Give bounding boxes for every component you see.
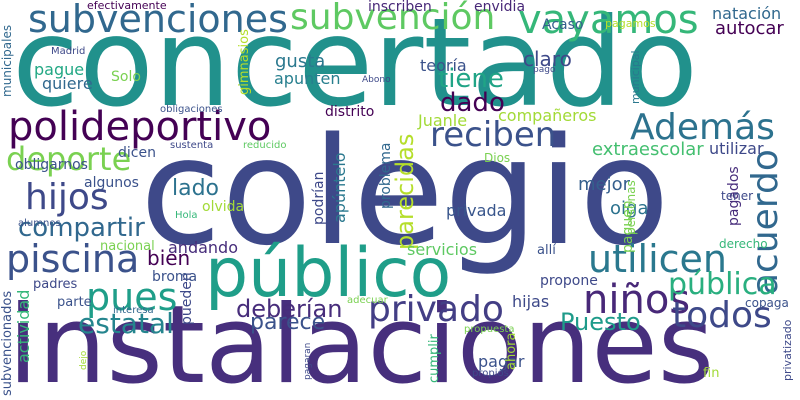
cloud-word: distrito <box>325 104 375 120</box>
cloud-word: fin <box>703 366 720 381</box>
cloud-word: utilizar <box>709 139 764 158</box>
cloud-word: dicen <box>118 145 156 161</box>
cloud-word: piscina <box>6 237 140 281</box>
cloud-word: efectivamente <box>87 0 167 12</box>
cloud-word: algunos <box>84 175 139 191</box>
cloud-word: propuesta <box>464 324 515 335</box>
cloud-word: pagaran <box>303 342 313 380</box>
cloud-word: niños <box>583 277 691 323</box>
cloud-word: reciben <box>430 115 557 155</box>
cloud-word: subvenciones <box>28 0 288 41</box>
cloud-word: colegio <box>140 106 670 278</box>
cloud-word: parte <box>57 295 92 310</box>
cloud-word: todos <box>672 295 772 336</box>
cloud-word: andando <box>168 238 238 257</box>
cloud-word: problema <box>378 142 394 209</box>
cloud-word: pago <box>533 65 556 75</box>
cloud-word: parece <box>250 310 326 335</box>
cloud-word: Abono <box>362 75 391 85</box>
cloud-word: actividad <box>14 289 33 363</box>
cloud-word: deberían <box>236 295 343 323</box>
cloud-word: privada <box>446 201 507 220</box>
cloud-word: reducido <box>243 140 287 151</box>
cloud-word: gusta <box>275 51 326 72</box>
cloud-word: copaga <box>745 296 789 310</box>
cloud-word: lado <box>172 176 220 201</box>
cloud-word: envidia <box>474 0 526 15</box>
cloud-word: concertado <box>12 0 699 134</box>
cloud-word: tiene <box>438 64 504 94</box>
cloud-word: inscriben <box>368 0 432 15</box>
cloud-word: natación <box>712 4 782 23</box>
cloud-word: municipal <box>629 50 642 104</box>
cloud-word: subvencionados <box>0 290 15 396</box>
cloud-word: interesa <box>113 305 154 316</box>
cloud-word: nacional <box>100 239 155 254</box>
cloud-word: público <box>205 234 452 313</box>
cloud-word: obligarnos <box>15 157 88 173</box>
cloud-word: cumplir <box>427 334 442 383</box>
cloud-word: instalaciones <box>8 283 715 400</box>
cloud-word: propios <box>472 368 509 379</box>
cloud-word: mejor <box>578 174 631 195</box>
cloud-word: Madrid <box>51 46 86 57</box>
cloud-word: olvida <box>202 199 245 215</box>
cloud-word: sustenta <box>170 140 214 151</box>
cloud-word: adecuar <box>347 295 388 306</box>
cloud-word: Puesto <box>560 308 641 336</box>
cloud-word: pagamos <box>605 17 656 30</box>
cloud-word: compañeros <box>498 106 597 125</box>
cloud-word: gimnasios <box>237 29 252 95</box>
cloud-word: pública <box>668 267 777 302</box>
cloud-word: apúntelo <box>330 152 349 223</box>
cloud-word: ahora <box>504 332 519 370</box>
cloud-word: parecidas <box>391 133 419 250</box>
cloud-word: hijas <box>512 292 550 311</box>
cloud-word: pues <box>86 275 178 319</box>
cloud-word: privatizado <box>781 319 794 381</box>
cloud-word: padres <box>33 277 78 292</box>
cloud-word: dado <box>440 88 505 118</box>
cloud-word: privado <box>368 289 504 330</box>
cloud-word: polideportivo <box>8 104 272 150</box>
cloud-word: personas <box>624 180 638 235</box>
cloud-word: broma <box>152 269 198 285</box>
cloud-word: Hola <box>175 210 198 221</box>
cloud-word: Acaso <box>542 17 584 33</box>
cloud-word: propone <box>540 273 598 289</box>
cloud-word: subvención <box>290 0 496 38</box>
cloud-word: estatal <box>78 307 174 340</box>
cloud-word: pague <box>34 60 85 79</box>
cloud-word: compartir <box>18 213 145 243</box>
cloud-word: alumnos <box>18 218 61 229</box>
cloud-word: teoría <box>420 56 467 75</box>
cloud-word: Solo <box>111 69 141 85</box>
cloud-word: municipales <box>0 24 14 97</box>
cloud-word: dejo <box>79 350 89 370</box>
cloud-word: allí <box>537 243 556 258</box>
cloud-word: servicios <box>407 240 478 259</box>
cloud-word: podrían <box>311 171 327 225</box>
cloud-word: claro <box>523 47 572 71</box>
cloud-word: Juanle <box>418 111 468 130</box>
cloud-word: vayamos <box>518 0 699 43</box>
cloud-word: quiere <box>42 74 93 93</box>
cloud-word: apunten <box>274 69 341 88</box>
cloud-word: tener <box>721 189 754 203</box>
cloud-word: Además <box>630 107 775 148</box>
cloud-word: oiga <box>610 198 649 219</box>
cloud-word: pagar <box>478 352 525 371</box>
cloud-word: hijos <box>25 177 109 218</box>
cloud-word: utilicen <box>588 237 728 281</box>
cloud-word: Dios <box>484 151 511 165</box>
cloud-word: derecho <box>719 237 768 251</box>
cloud-word: obligaciones <box>160 104 223 115</box>
cloud-word: autocar <box>715 18 784 39</box>
cloud-word: bien <box>147 246 191 270</box>
cloud-word: extraescolar <box>592 139 704 160</box>
cloud-word: deporte <box>6 140 132 178</box>
